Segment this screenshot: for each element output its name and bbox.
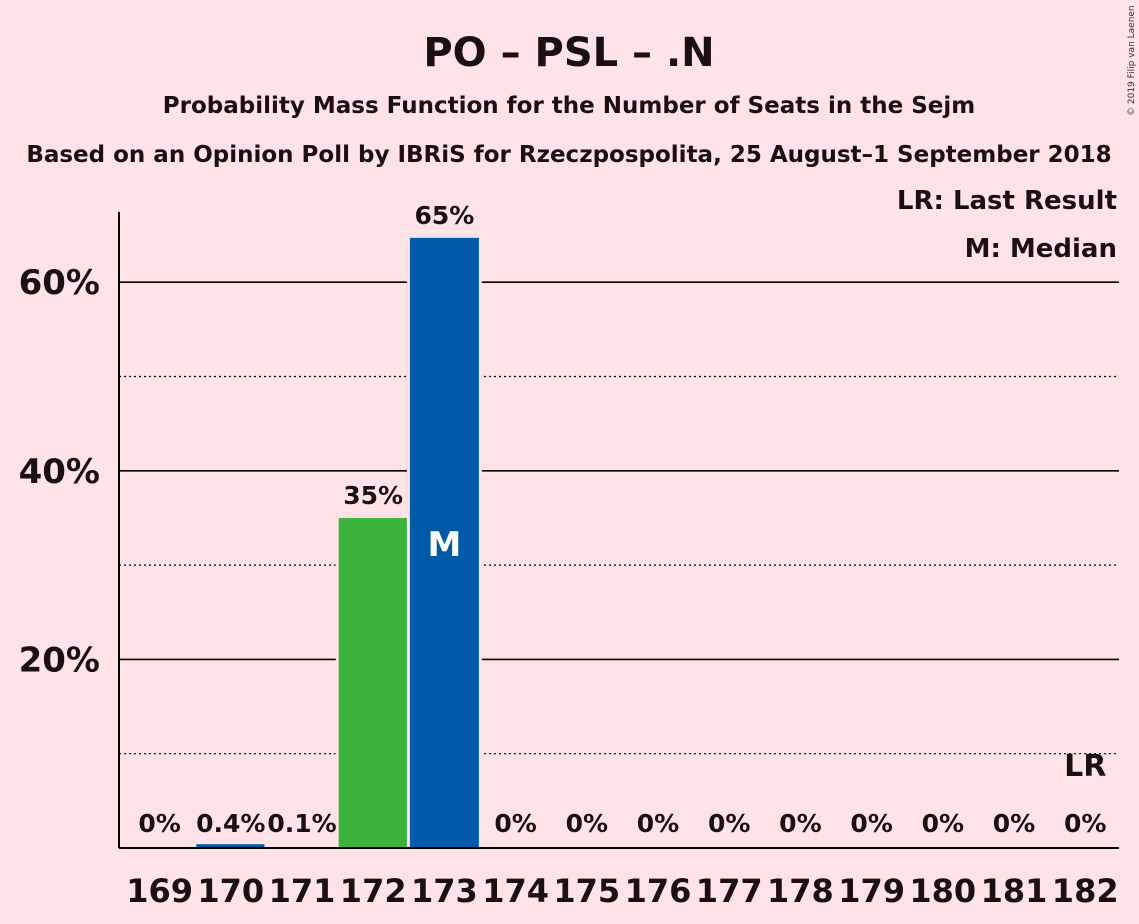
x-tick-181: 181: [981, 872, 1048, 910]
x-tick-labels: 169 170 171 172 173 174 175 176 177 178 179 180 181 1…: [126, 872, 1118, 910]
x-tick-171: 171: [269, 872, 336, 910]
gridlines: [119, 281, 1119, 755]
y-tick-labels: 20% 40% 60%: [19, 263, 100, 680]
y-tick-60: 60%: [19, 263, 100, 303]
value-label-172: 35%: [343, 481, 403, 510]
value-label-182: 0%: [1064, 809, 1106, 838]
value-label-169: 0%: [138, 809, 180, 838]
value-label-177: 0%: [708, 809, 750, 838]
x-tick-173: 173: [411, 872, 478, 910]
value-label-178: 0%: [779, 809, 821, 838]
value-labels: 0% 0.4% 0.1% 35% 65% M 0% 0% 0% 0% 0% 0% 0% 0% 0% LR: [138, 201, 1106, 838]
x-tick-182: 182: [1052, 872, 1119, 910]
bars: [193, 234, 482, 848]
x-tick-178: 178: [767, 872, 834, 910]
median-marker: M: [427, 525, 461, 565]
x-tick-170: 170: [197, 872, 264, 910]
value-label-173: 65%: [414, 201, 474, 230]
value-label-179: 0%: [850, 809, 892, 838]
x-tick-174: 174: [482, 872, 549, 910]
legend-last-result: LR: Last Result: [897, 186, 1117, 216]
x-tick-172: 172: [340, 872, 407, 910]
x-tick-169: 169: [126, 872, 193, 910]
value-label-176: 0%: [637, 809, 679, 838]
value-label-180: 0%: [922, 809, 964, 838]
bar-halo-171: [264, 844, 340, 848]
x-tick-175: 175: [553, 872, 620, 910]
bar-170: [196, 844, 266, 848]
copyright-credit: © 2019 Filip van Laenen: [1127, 5, 1137, 116]
chart-title: PO – PSL – .N: [423, 30, 714, 76]
x-tick-180: 180: [909, 872, 976, 910]
value-label-170: 0.4%: [196, 809, 265, 838]
poll-source-line: Based on an Opinion Poll by IBRiS for Rz…: [26, 142, 1111, 168]
chart-subtitle: Probability Mass Function for the Number…: [163, 93, 975, 119]
value-label-174: 0%: [494, 809, 536, 838]
bar-173: [409, 237, 479, 848]
y-tick-20: 20%: [19, 640, 100, 680]
x-tick-176: 176: [625, 872, 692, 910]
bar-172: [338, 517, 408, 848]
value-label-181: 0%: [993, 809, 1035, 838]
value-label-175: 0%: [566, 809, 608, 838]
legend-median: M: Median: [965, 234, 1117, 264]
x-tick-179: 179: [838, 872, 905, 910]
axes: [118, 211, 1119, 849]
value-label-171: 0.1%: [267, 809, 336, 838]
last-result-marker: LR: [1064, 749, 1106, 784]
y-tick-40: 40%: [19, 452, 100, 492]
x-tick-177: 177: [696, 872, 763, 910]
